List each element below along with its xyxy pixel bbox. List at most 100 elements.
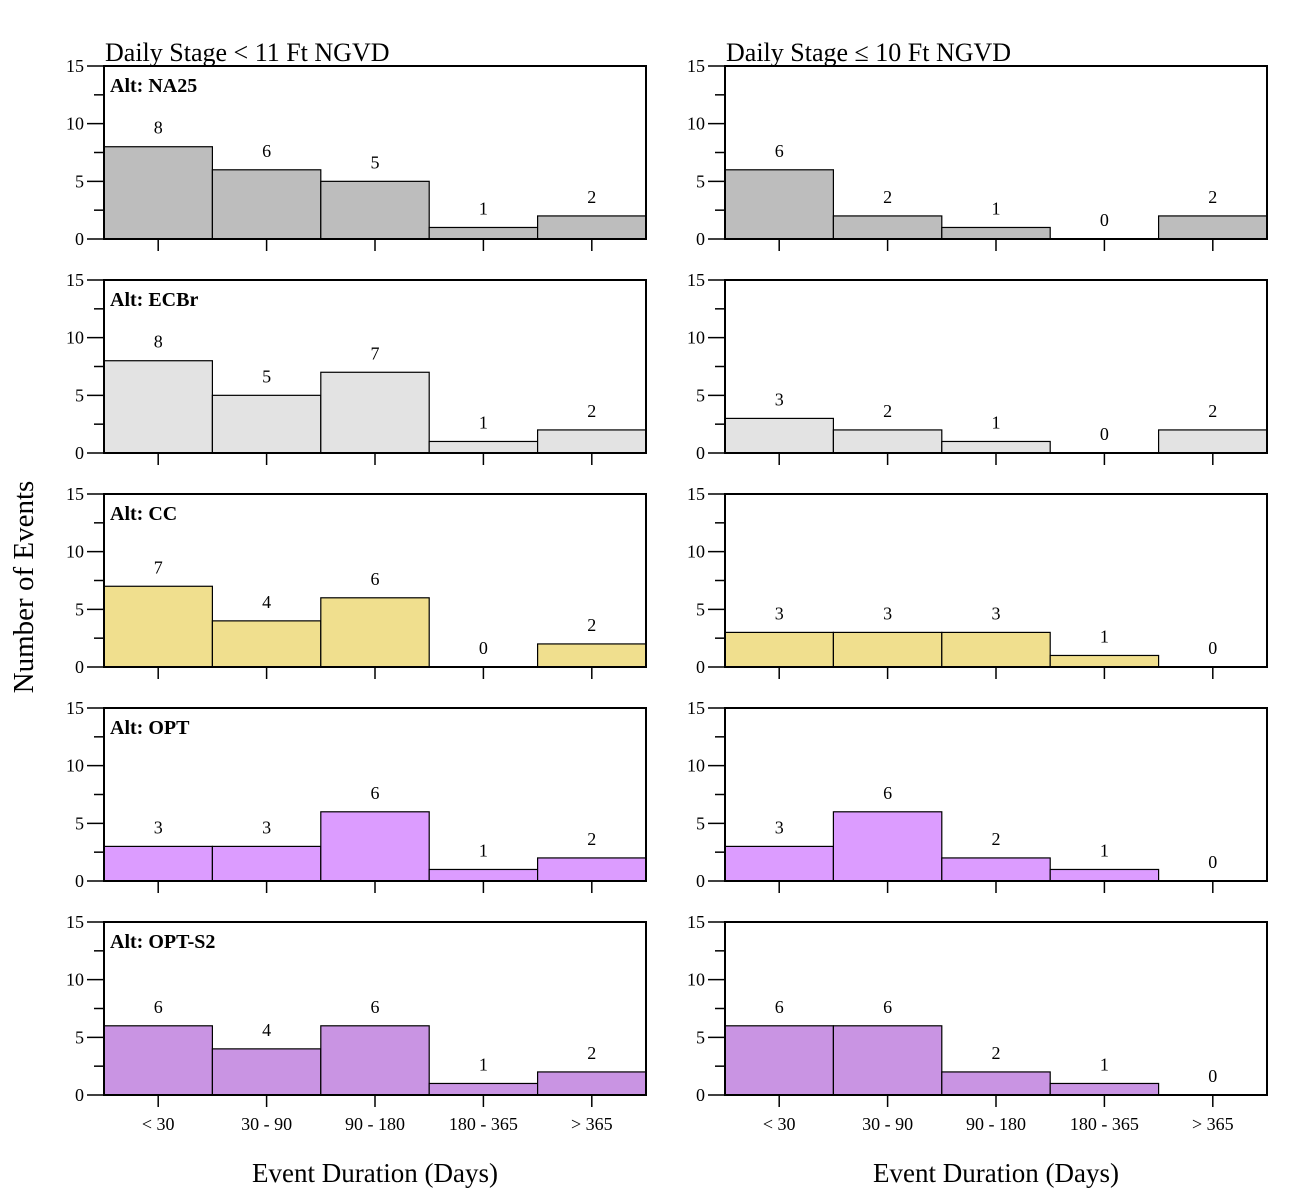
y-tick-label: 5 (696, 1027, 705, 1047)
bar-value-label: 0 (1100, 210, 1109, 230)
bar (211, 1048, 322, 1096)
bar-value-label: 7 (371, 343, 380, 363)
alternative-label: Alt: NA25 (110, 75, 197, 97)
bar-value-label: 1 (992, 412, 1001, 432)
bar-value-label: 1 (992, 198, 1001, 218)
bar-value-label: 2 (883, 401, 892, 421)
bar-value-label: 2 (587, 187, 596, 207)
bar-value-label: 4 (262, 1020, 271, 1040)
bar-value-label: 1 (1100, 626, 1109, 646)
y-tick-label: 15 (687, 912, 705, 932)
bar (103, 1025, 214, 1096)
bar (1049, 654, 1160, 668)
y-tick-label: 10 (687, 970, 705, 990)
y-tick-label: 5 (75, 385, 84, 405)
x-category-label: 90 - 180 (345, 1114, 405, 1134)
y-tick-label: 5 (696, 385, 705, 405)
bar-value-label: 0 (1208, 852, 1217, 872)
x-category-label: 180 - 365 (449, 1114, 518, 1134)
bar (536, 429, 647, 454)
bar (211, 169, 322, 240)
x-category-label: > 365 (1192, 1114, 1234, 1134)
y-tick-label: 10 (687, 542, 705, 562)
y-tick-label: 0 (696, 1085, 705, 1105)
bar (941, 226, 1051, 240)
bar (428, 868, 539, 882)
bar (320, 180, 430, 240)
y-tick-label: 0 (75, 871, 84, 891)
bar-value-label: 6 (154, 997, 163, 1017)
bar-value-label: 2 (587, 615, 596, 635)
y-tick-label: 0 (75, 657, 84, 677)
y-tick-label: 15 (687, 698, 705, 718)
bar-value-label: 3 (775, 389, 784, 409)
bar-value-label: 6 (775, 997, 784, 1017)
bar-value-label: 6 (371, 783, 380, 803)
bar (1049, 868, 1160, 882)
bar-value-label: 3 (775, 603, 784, 623)
bar-value-label: 2 (1208, 187, 1217, 207)
bar (1049, 1082, 1160, 1096)
y-tick-label: 10 (687, 328, 705, 348)
alternative-label: Alt: OPT (110, 717, 190, 739)
bar-value-label: 0 (1208, 1066, 1217, 1086)
x-category-label: < 30 (142, 1114, 175, 1134)
x-axis-title: Event Duration (Days) (873, 1158, 1119, 1188)
bar (724, 169, 835, 240)
bar-value-label: 0 (479, 638, 488, 658)
bar (103, 146, 214, 240)
bar-value-label: 2 (992, 829, 1001, 849)
bar-value-label: 0 (1100, 424, 1109, 444)
y-tick-label: 15 (687, 56, 705, 76)
y-tick-label: 15 (66, 698, 84, 718)
bar (536, 643, 647, 668)
bar-value-label: 5 (262, 366, 271, 386)
bar (103, 585, 214, 668)
bar (211, 845, 322, 882)
bar-value-label: 1 (1100, 1054, 1109, 1074)
y-axis-title: Number of Events (8, 481, 40, 694)
y-tick-label: 10 (66, 542, 84, 562)
bar-value-label: 2 (1208, 401, 1217, 421)
bar-value-label: 3 (992, 603, 1001, 623)
bar-value-label: 7 (154, 557, 163, 577)
y-tick-label: 10 (66, 328, 84, 348)
column-title: Daily Stage < 11 Ft NGVD (105, 38, 390, 67)
alternative-label: Alt: CC (110, 503, 177, 525)
y-tick-label: 5 (696, 599, 705, 619)
bar-value-label: 1 (479, 1054, 488, 1074)
bar (1157, 215, 1268, 240)
alternative-label: Alt: OPT-S2 (110, 931, 215, 953)
bar (724, 1025, 835, 1096)
bar-value-label: 2 (587, 401, 596, 421)
alternative-label: Alt: ECBr (110, 289, 198, 311)
bar (724, 417, 835, 454)
bar-value-label: 6 (883, 997, 892, 1017)
y-tick-label: 5 (696, 813, 705, 833)
y-tick-label: 0 (696, 443, 705, 463)
y-tick-label: 15 (66, 56, 84, 76)
bar-value-label: 2 (587, 1043, 596, 1063)
y-tick-label: 0 (696, 871, 705, 891)
x-category-label: 90 - 180 (966, 1114, 1026, 1134)
bar (941, 440, 1051, 454)
bar (211, 394, 322, 454)
y-tick-label: 15 (687, 484, 705, 504)
y-tick-label: 0 (75, 1085, 84, 1105)
bar (320, 597, 430, 668)
y-tick-label: 15 (66, 484, 84, 504)
panel-r1-c0: 8 5 7 1 2 0 5 10 15 Alt: ECBr (66, 270, 647, 465)
panel-r4-c0: 6 4 6 1 2 0 5 10 15 Alt: OPT-S2 < 30 30 - 90 90 - 18… (66, 912, 647, 1188)
bar (724, 845, 835, 882)
y-tick-label: 5 (75, 813, 84, 833)
y-tick-label: 15 (66, 270, 84, 290)
bar (1157, 429, 1268, 454)
bar (832, 215, 943, 240)
y-tick-label: 10 (66, 970, 84, 990)
bar (211, 620, 322, 668)
y-tick-label: 5 (696, 171, 705, 191)
panel-r0-c0: 8 6 5 1 2 0 5 10 15 Alt: NA25 Daily Stage < 11 Ft … (66, 38, 647, 251)
bar-value-label: 6 (775, 141, 784, 161)
